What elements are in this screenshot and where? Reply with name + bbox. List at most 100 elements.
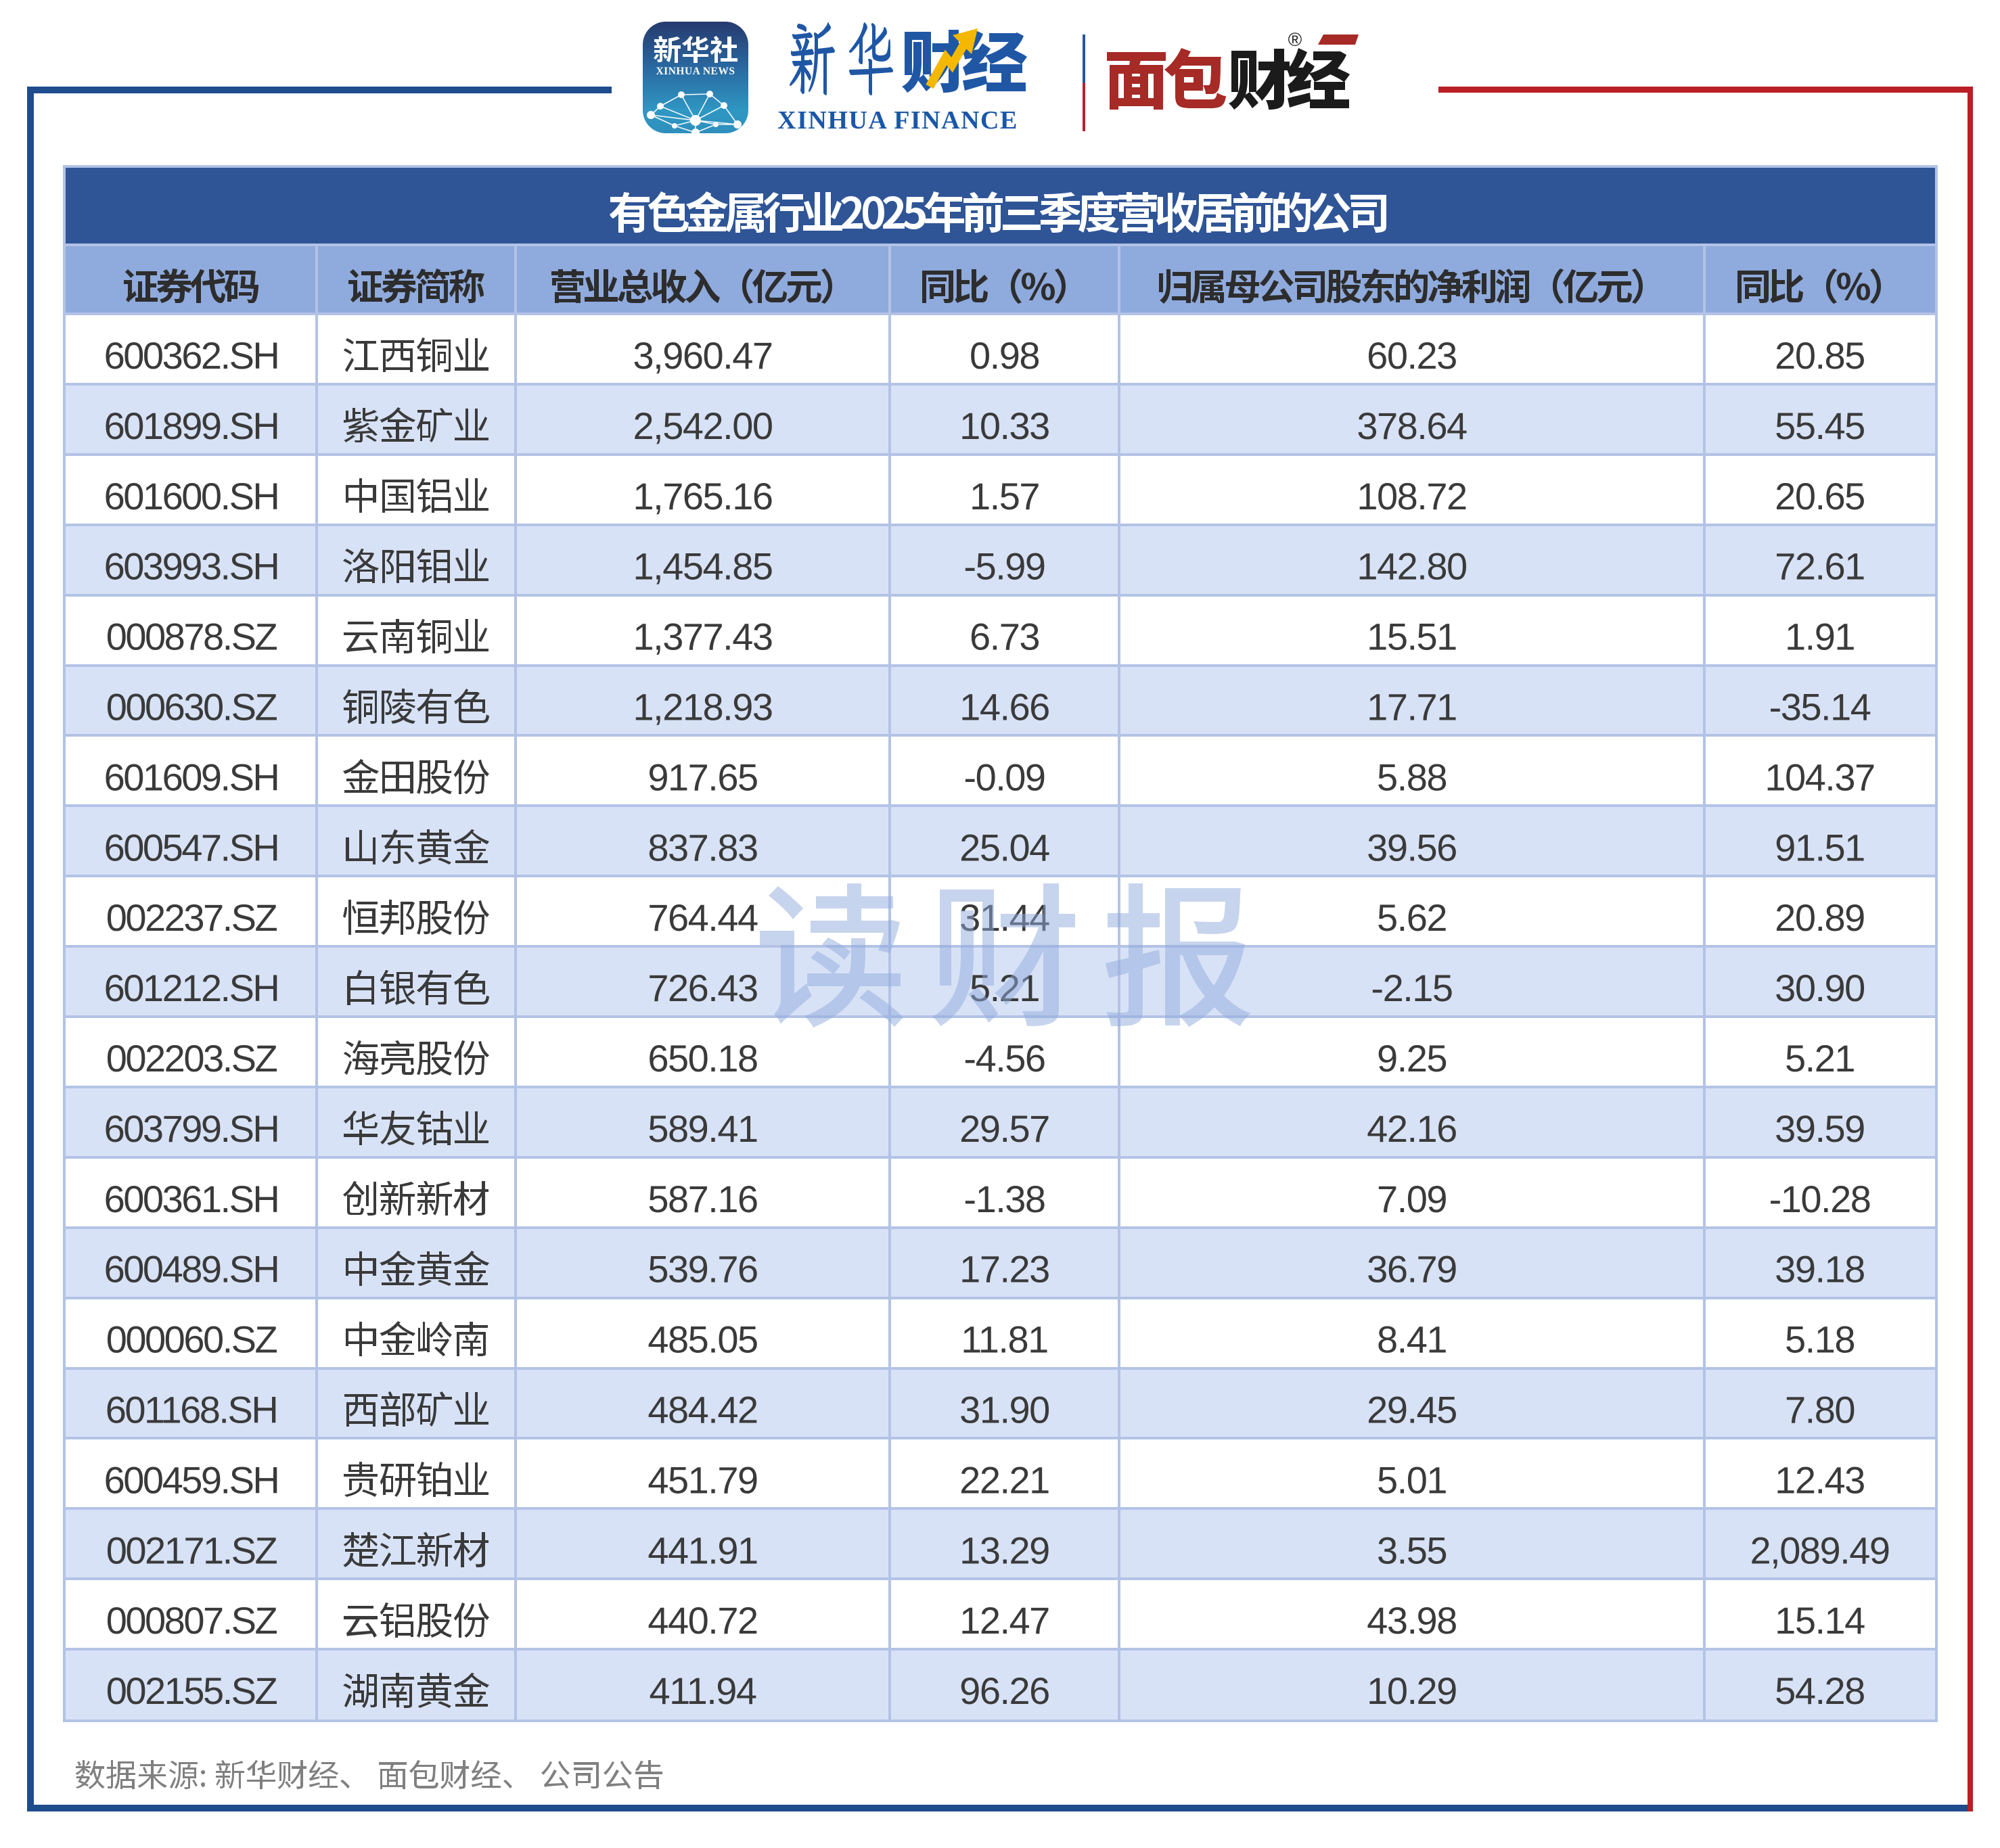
svg-text:601899.SH: 601899.SH — [104, 405, 279, 447]
svg-text:22.21: 22.21 — [959, 1458, 1049, 1501]
svg-text:60.23: 60.23 — [1367, 334, 1457, 377]
svg-text:31.90: 31.90 — [959, 1389, 1049, 1431]
svg-text:91.51: 91.51 — [1775, 826, 1865, 869]
svg-text:5.01: 5.01 — [1377, 1458, 1447, 1501]
svg-text:837.83: 837.83 — [647, 826, 757, 869]
svg-text:11.81: 11.81 — [961, 1318, 1047, 1361]
svg-text:451.79: 451.79 — [647, 1458, 757, 1501]
svg-text:20.85: 20.85 — [1775, 334, 1865, 377]
svg-text:20.89: 20.89 — [1775, 896, 1865, 939]
svg-text:0.98: 0.98 — [970, 334, 1039, 377]
svg-text:1,218.93: 1,218.93 — [633, 686, 773, 729]
svg-text:484.42: 484.42 — [647, 1389, 757, 1431]
svg-text:72.61: 72.61 — [1775, 545, 1865, 588]
svg-text:9.25: 9.25 — [1377, 1037, 1447, 1080]
svg-text:600489.SH: 600489.SH — [104, 1248, 279, 1291]
svg-text:13.29: 13.29 — [959, 1529, 1049, 1571]
svg-text:8.41: 8.41 — [1377, 1318, 1447, 1361]
svg-text:12.43: 12.43 — [1775, 1458, 1865, 1501]
svg-text:378.64: 378.64 — [1357, 405, 1467, 447]
svg-text:104.37: 104.37 — [1765, 756, 1874, 798]
svg-text:XINHUA NEWS: XINHUA NEWS — [656, 66, 735, 77]
svg-text:-2.15: -2.15 — [1371, 967, 1452, 1009]
svg-text:601168.SH: 601168.SH — [106, 1389, 277, 1431]
svg-text:726.43: 726.43 — [647, 967, 757, 1009]
svg-text:000630.SZ: 000630.SZ — [106, 686, 277, 729]
svg-text:587.16: 587.16 — [647, 1178, 757, 1220]
svg-text:-0.09: -0.09 — [963, 756, 1045, 798]
svg-text:®: ® — [1288, 29, 1302, 50]
svg-text:39.59: 39.59 — [1775, 1107, 1865, 1150]
svg-text:589.41: 589.41 — [647, 1107, 757, 1150]
svg-text:2,089.49: 2,089.49 — [1750, 1529, 1890, 1571]
svg-text:601600.SH: 601600.SH — [104, 475, 279, 517]
svg-text:601609.SH: 601609.SH — [104, 756, 279, 798]
svg-text:6.73: 6.73 — [970, 616, 1039, 658]
svg-text:-4.56: -4.56 — [963, 1037, 1045, 1080]
svg-text:600362.SH: 600362.SH — [104, 334, 279, 377]
svg-text:485.05: 485.05 — [647, 1318, 757, 1361]
svg-text:5.21: 5.21 — [1785, 1037, 1855, 1080]
svg-text:603799.SH: 603799.SH — [104, 1107, 279, 1150]
svg-text:10.29: 10.29 — [1367, 1669, 1457, 1712]
svg-text:5.62: 5.62 — [1377, 896, 1447, 939]
svg-text:601212.SH: 601212.SH — [104, 967, 279, 1009]
svg-text:20.65: 20.65 — [1775, 475, 1865, 517]
svg-text:1,454.85: 1,454.85 — [633, 545, 773, 588]
svg-text:441.91: 441.91 — [647, 1529, 757, 1571]
svg-text:650.18: 650.18 — [647, 1037, 757, 1080]
svg-text:917.65: 917.65 — [647, 756, 757, 798]
svg-text:000060.SZ: 000060.SZ — [106, 1318, 277, 1361]
svg-text:-10.28: -10.28 — [1769, 1178, 1871, 1220]
svg-text:10.33: 10.33 — [959, 405, 1049, 447]
svg-text:108.72: 108.72 — [1357, 475, 1466, 517]
svg-text:25.04: 25.04 — [959, 826, 1049, 869]
svg-text:600459.SH: 600459.SH — [104, 1458, 279, 1501]
svg-text:-5.99: -5.99 — [963, 545, 1045, 588]
svg-text:55.45: 55.45 — [1775, 405, 1865, 447]
svg-text:-1.38: -1.38 — [963, 1178, 1045, 1220]
svg-text:39.18: 39.18 — [1775, 1248, 1865, 1291]
svg-text:002237.SZ: 002237.SZ — [106, 896, 277, 939]
svg-text:142.80: 142.80 — [1357, 545, 1466, 588]
svg-text:30.90: 30.90 — [1775, 967, 1865, 1009]
svg-text:3,960.47: 3,960.47 — [633, 334, 773, 377]
svg-text:17.71: 17.71 — [1367, 686, 1457, 729]
svg-text:7.09: 7.09 — [1377, 1178, 1447, 1220]
svg-text:411.94: 411.94 — [649, 1669, 756, 1712]
svg-text:3.55: 3.55 — [1377, 1529, 1447, 1571]
svg-text:39.56: 39.56 — [1367, 826, 1457, 869]
svg-text:1,765.16: 1,765.16 — [633, 475, 773, 517]
svg-text:1.91: 1.91 — [1785, 616, 1855, 658]
svg-text:600361.SH: 600361.SH — [104, 1178, 279, 1220]
svg-text:7.80: 7.80 — [1785, 1389, 1855, 1431]
svg-text:764.44: 764.44 — [647, 896, 758, 939]
svg-text:002155.SZ: 002155.SZ — [106, 1669, 277, 1712]
svg-text:2,542.00: 2,542.00 — [633, 405, 773, 447]
svg-text:440.72: 440.72 — [647, 1599, 757, 1642]
svg-text:5.18: 5.18 — [1785, 1318, 1855, 1361]
svg-text:XINHUA FINANCE: XINHUA FINANCE — [777, 106, 1018, 135]
svg-text:43.98: 43.98 — [1367, 1599, 1457, 1642]
svg-text:42.16: 42.16 — [1367, 1107, 1457, 1150]
svg-text:603993.SH: 603993.SH — [104, 545, 279, 588]
svg-text:5.88: 5.88 — [1377, 756, 1447, 798]
svg-text:000878.SZ: 000878.SZ — [106, 616, 277, 658]
svg-text:12.47: 12.47 — [959, 1599, 1049, 1642]
svg-text:1,377.43: 1,377.43 — [633, 616, 773, 658]
svg-text:96.26: 96.26 — [959, 1669, 1049, 1712]
svg-text:1.57: 1.57 — [970, 475, 1039, 517]
svg-text:15.14: 15.14 — [1775, 1599, 1865, 1642]
svg-text:14.66: 14.66 — [959, 686, 1049, 729]
svg-text:54.28: 54.28 — [1775, 1669, 1865, 1712]
svg-text:17.23: 17.23 — [959, 1248, 1049, 1291]
svg-text:-35.14: -35.14 — [1769, 686, 1871, 729]
svg-text:15.51: 15.51 — [1367, 616, 1457, 658]
svg-text:000807.SZ: 000807.SZ — [106, 1599, 277, 1642]
svg-text:539.76: 539.76 — [647, 1248, 757, 1291]
svg-text:29.45: 29.45 — [1367, 1389, 1457, 1431]
svg-text:29.57: 29.57 — [959, 1107, 1049, 1150]
svg-text:600547.SH: 600547.SH — [104, 826, 279, 869]
svg-text:36.79: 36.79 — [1367, 1248, 1457, 1291]
svg-text:002171.SZ: 002171.SZ — [106, 1529, 277, 1571]
